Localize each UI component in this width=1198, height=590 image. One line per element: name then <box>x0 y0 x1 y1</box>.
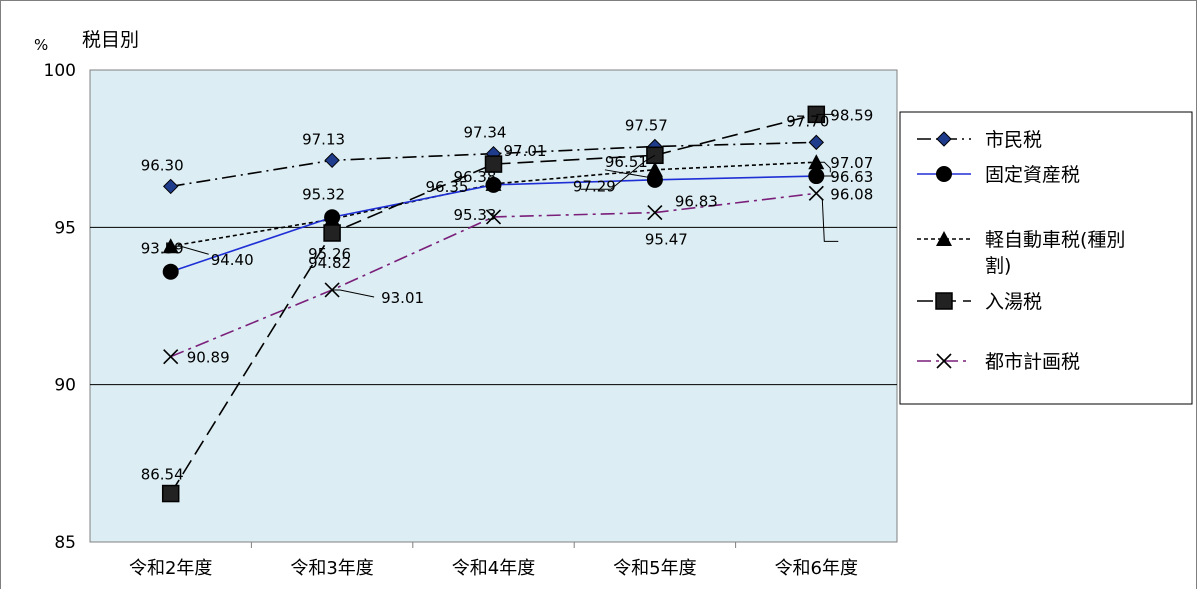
data-label: 97.34 <box>464 124 507 142</box>
legend-label: 固定資産税 <box>985 164 1080 186</box>
y-tick-label: 90 <box>54 376 76 396</box>
x-tick-label: 令和3年度 <box>290 558 373 579</box>
label-leader <box>816 161 831 173</box>
triangle-marker <box>936 231 952 246</box>
diamond-marker <box>936 131 952 147</box>
y-tick-label: 85 <box>54 533 76 553</box>
data-label: 86.54 <box>141 466 184 484</box>
data-labels: 96.30 97.13 97.34 97.57 97.70 93.59 95.32 96.35… <box>141 106 874 483</box>
data-label: 95.47 <box>645 231 688 249</box>
circle-marker <box>936 166 952 182</box>
x-tick-label: 令和5年度 <box>613 558 696 579</box>
label-leader <box>170 245 209 255</box>
chart-title: 税目別 <box>82 29 139 51</box>
data-label: 94.40 <box>211 251 254 269</box>
legend-label: 市民税 <box>985 129 1042 151</box>
data-label: 94.82 <box>308 254 351 272</box>
circle-marker <box>485 176 502 193</box>
data-label: 97.01 <box>504 142 547 160</box>
data-label: 96.35 <box>426 178 469 196</box>
square-marker <box>484 155 503 173</box>
data-label: 95.26 <box>308 245 351 263</box>
x-tick-label: 令和2年度 <box>129 558 212 579</box>
diamond-marker <box>162 178 179 195</box>
data-label: 97.07 <box>830 154 873 172</box>
circle-marker <box>162 263 179 280</box>
square-marker <box>323 224 341 242</box>
series-line <box>170 113 817 494</box>
data-label: 96.38 <box>454 168 497 186</box>
legend-label: 軽自動車税(種別 <box>985 229 1125 251</box>
x-marker <box>485 209 502 225</box>
legend-label-cont: 割) <box>985 255 1011 277</box>
data-label: 96.08 <box>830 185 873 203</box>
y-tick-label: 95 <box>54 218 76 238</box>
legend-label: 都市計画税 <box>985 351 1080 373</box>
label-leader-lines <box>170 113 839 298</box>
gridlines <box>90 226 897 386</box>
square-marker <box>161 484 180 503</box>
label-leader <box>580 154 656 190</box>
circle-marker <box>324 209 341 226</box>
square-marker <box>935 292 953 310</box>
y-tick-labels: 85 90 95 100 <box>44 61 76 553</box>
series-lines <box>161 105 826 503</box>
diamond-marker <box>324 152 340 169</box>
data-label: 93.59 <box>141 240 184 258</box>
data-label: 96.30 <box>141 156 184 174</box>
data-label: 96.83 <box>675 193 718 211</box>
legend-label: 入湯税 <box>985 291 1042 313</box>
label-leader <box>332 289 375 298</box>
x-marker <box>647 204 663 221</box>
x-marker <box>163 349 179 365</box>
data-label: 97.29 <box>573 177 616 195</box>
y-unit-label: % <box>34 36 48 54</box>
data-label: 95.33 <box>454 206 497 224</box>
x-marker <box>936 353 952 369</box>
diamond-marker <box>808 134 825 151</box>
data-label: 96.63 <box>830 168 873 186</box>
data-label: 93.01 <box>381 289 424 307</box>
data-label: 98.59 <box>830 106 873 124</box>
data-label: 95.32 <box>302 185 345 203</box>
data-label: 90.89 <box>187 349 230 367</box>
y-tick-label: 100 <box>44 61 76 81</box>
data-label: 97.70 <box>786 112 829 130</box>
data-label: 96.51 <box>605 153 648 171</box>
x-tick-labels: 令和2年度 令和3年度 令和4年度 令和5年度 令和6年度 <box>129 542 858 579</box>
data-label: 97.13 <box>302 130 345 148</box>
label-leader <box>815 192 839 242</box>
label-leader <box>604 169 663 181</box>
data-label: 97.57 <box>625 116 668 134</box>
x-tick-label: 令和4年度 <box>452 558 535 579</box>
x-tick-label: 令和6年度 <box>775 558 858 579</box>
